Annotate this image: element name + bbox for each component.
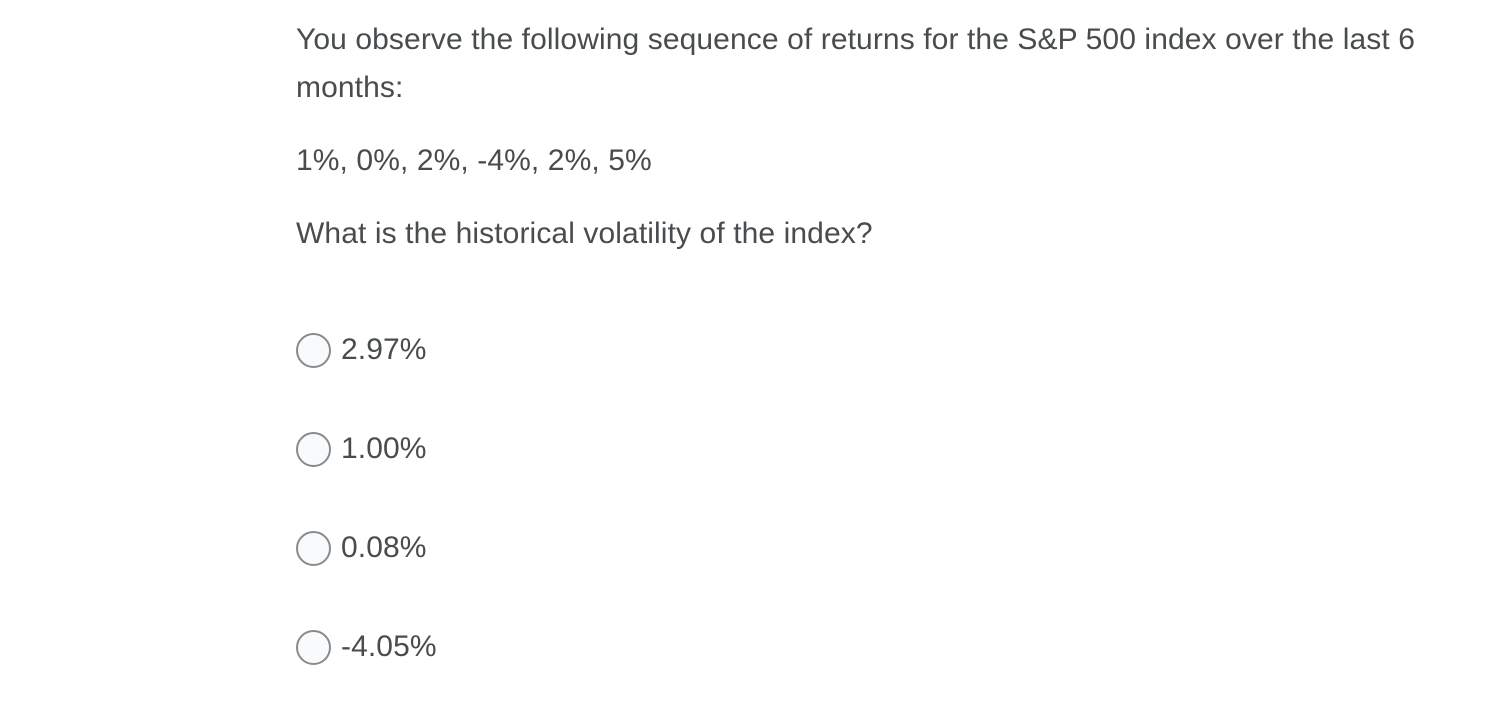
answer-option-2[interactable]: 1.00%: [296, 431, 1436, 467]
quiz-question: You observe the following sequence of re…: [296, 16, 1436, 665]
question-prompt: What is the historical volatility of the…: [296, 217, 873, 250]
answer-option-1[interactable]: 2.97%: [296, 332, 1436, 368]
radio-button-icon[interactable]: [296, 431, 331, 467]
radio-button-icon[interactable]: [296, 629, 331, 665]
answer-option-3[interactable]: 0.08%: [296, 530, 1436, 566]
question-text-intro: You observe the following sequence of re…: [296, 23, 1416, 104]
answer-option-label: 2.97%: [341, 333, 427, 366]
answer-options-list: 2.97% 1.00% 0.08% -4.05%: [296, 332, 1436, 665]
answer-option-label: -4.05%: [341, 630, 437, 663]
question-returns-sequence: 1%, 0%, 2%, -4%, 2%, 5%: [296, 144, 652, 177]
answer-option-4[interactable]: -4.05%: [296, 629, 1436, 665]
radio-button-icon[interactable]: [296, 332, 331, 368]
radio-button-icon[interactable]: [296, 530, 331, 566]
answer-option-label: 1.00%: [341, 432, 427, 465]
answer-option-label: 0.08%: [341, 531, 427, 564]
